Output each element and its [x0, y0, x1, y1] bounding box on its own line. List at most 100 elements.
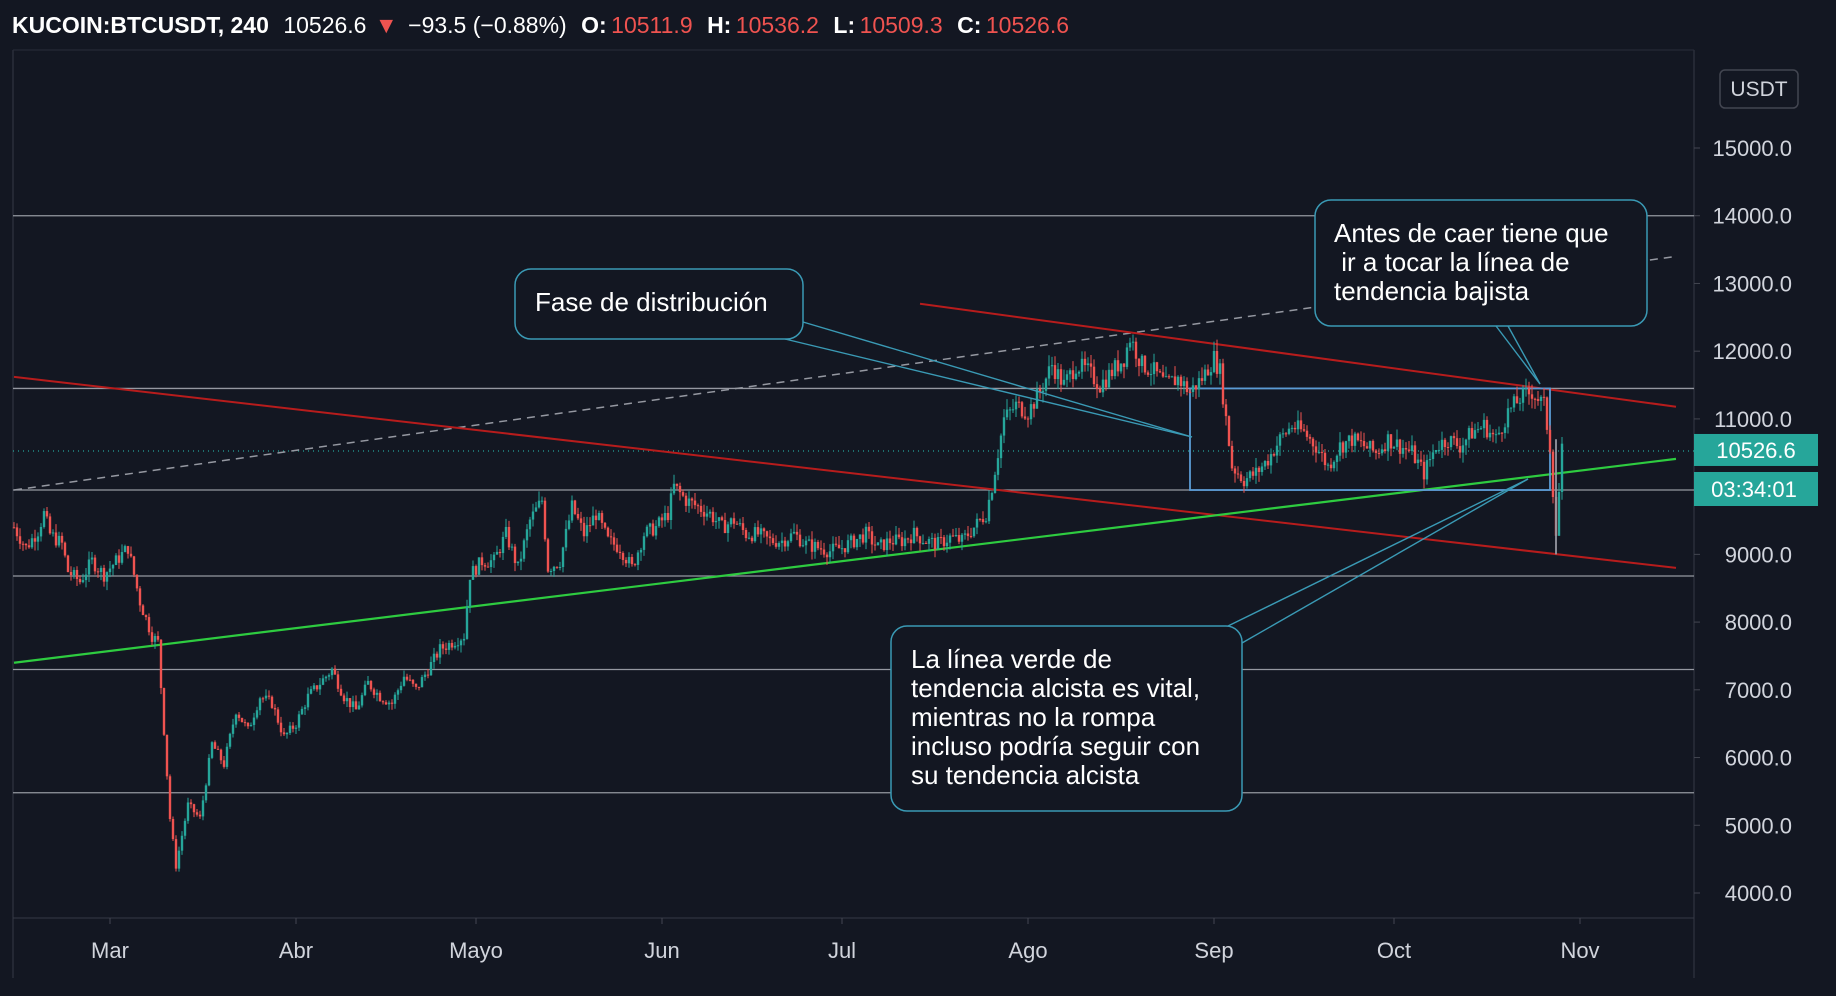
candle-body: [345, 698, 349, 702]
candle-body: [540, 500, 544, 502]
candle-body: [204, 785, 208, 801]
candle-body: [762, 528, 766, 532]
price-tick-label: 9000.0: [1725, 542, 1792, 567]
candle-body: [1362, 440, 1366, 447]
distribution-note-line: Fase de distribución: [535, 287, 768, 317]
candle-body: [951, 535, 955, 537]
candle-body: [774, 543, 778, 547]
candle-body: [726, 524, 730, 534]
candle-body: [702, 511, 706, 517]
candle-body: [498, 551, 502, 554]
candle-body: [372, 689, 376, 695]
candle-body: [711, 511, 715, 523]
candle-body: [777, 543, 781, 547]
price-tick-label: 7000.0: [1725, 678, 1792, 703]
candle-body: [618, 551, 622, 554]
candle-body: [447, 642, 451, 650]
time-axis[interactable]: Mar Abr Mayo Jun Jul Ago Sep Oct Nov: [91, 918, 1600, 963]
candle-body: [663, 513, 667, 521]
candle-body: [462, 638, 466, 641]
symbol-label[interactable]: KUCOIN:BTCUSDT, 240: [12, 12, 269, 38]
candle-body: [1056, 369, 1060, 380]
candle-body: [753, 527, 757, 542]
price-tick-label: 4000.0: [1725, 881, 1792, 906]
candle-body: [27, 545, 31, 548]
candle-body: [678, 485, 682, 493]
candle-body: [360, 695, 364, 706]
price-tick-label: 6000.0: [1725, 746, 1792, 771]
candle-body: [546, 539, 550, 572]
candle-body: [246, 722, 250, 727]
candle-body: [1197, 378, 1201, 390]
candle-body: [921, 542, 925, 544]
candle-body: [108, 568, 112, 573]
candle-body: [720, 517, 724, 521]
candle-body: [138, 588, 142, 606]
candle-body: [1428, 458, 1432, 461]
candle-body: [1521, 388, 1525, 403]
candle-body: [585, 525, 589, 537]
candle-body: [1440, 439, 1444, 450]
candle-body: [1470, 428, 1474, 439]
candle-body: [126, 546, 130, 554]
candle-body: [1089, 363, 1093, 367]
currency-badge[interactable]: USDT: [1719, 69, 1799, 109]
candle-body: [225, 746, 229, 767]
uptrend-note-line: La línea verde de: [911, 644, 1112, 674]
currency-badge-box: [1719, 69, 1799, 109]
candle-body: [339, 688, 343, 696]
candle-body: [843, 548, 847, 553]
candle-body: [885, 538, 889, 551]
candle-body: [522, 540, 526, 559]
candle-body: [171, 819, 175, 840]
candle-body: [1062, 379, 1066, 385]
candle-body: [1503, 427, 1507, 433]
uptrend-callout[interactable]: La línea verde de tendencia alcista es v…: [890, 625, 1243, 812]
price-axis[interactable]: 15000.0 14000.0 13000.0 12000.0 11000.0 9000.…: [1694, 136, 1792, 906]
candle-body: [561, 547, 565, 567]
candle-body: [255, 710, 259, 718]
candle-body: [291, 725, 295, 729]
uptrend-note-line: mientras no la rompa: [911, 702, 1156, 732]
uptrend-note-line: tendencia alcista es vital,: [911, 673, 1200, 703]
candle-body: [1185, 381, 1189, 393]
candle-body: [882, 539, 886, 551]
candle-body: [1266, 461, 1270, 466]
candle-body: [156, 636, 160, 640]
candle-body: [903, 538, 907, 547]
candle-body: [717, 517, 721, 521]
candle-body: [528, 519, 532, 530]
candle-body: [441, 644, 445, 649]
downtrend-callout[interactable]: Antes de caer tiene que ir a tocar la lí…: [1314, 199, 1648, 327]
candle-body: [747, 537, 751, 539]
candle-body: [297, 714, 301, 728]
candle-body: [129, 553, 133, 557]
candle-body: [942, 537, 946, 547]
candle-body: [819, 548, 823, 550]
candle-body: [1050, 365, 1054, 367]
candle-body: [477, 557, 481, 575]
candle-body: [1077, 371, 1081, 374]
candle-body: [1512, 396, 1516, 408]
distribution-callout-box: [514, 268, 804, 340]
candle-body: [186, 802, 190, 821]
candle-body: [1164, 376, 1168, 378]
candle-body: [570, 500, 574, 521]
candle-body: [153, 636, 157, 642]
candle-body: [1101, 379, 1105, 393]
distribution-callout[interactable]: Fase de distribución: [514, 268, 804, 340]
candle-body: [1284, 433, 1288, 435]
candle-body: [123, 546, 127, 553]
candle-body: [1344, 441, 1348, 453]
candle-body: [1551, 451, 1555, 498]
candle-body: [1218, 363, 1222, 374]
candle-body: [1536, 399, 1540, 401]
candle-body: [63, 542, 67, 556]
candle-body: [1404, 448, 1408, 450]
candle-body: [954, 535, 958, 537]
candle-body: [1146, 372, 1150, 375]
price-tick-label: 14000.0: [1712, 204, 1792, 229]
candle-body: [405, 676, 409, 680]
